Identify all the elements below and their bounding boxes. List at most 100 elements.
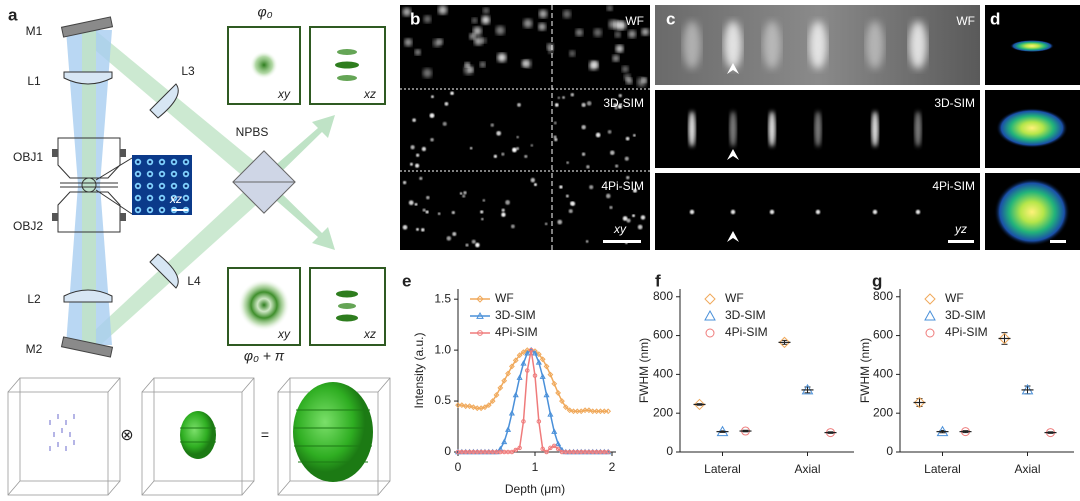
spot — [553, 121, 557, 125]
marker — [521, 419, 526, 424]
psf-label: xz — [363, 87, 376, 101]
spot — [501, 208, 505, 212]
marker — [555, 390, 562, 396]
psf-lobe — [337, 75, 357, 81]
spot — [452, 232, 457, 236]
psf — [250, 51, 278, 79]
spot — [414, 49, 421, 56]
spot — [640, 215, 646, 220]
spot — [610, 150, 615, 156]
y-axis-label: FWHM (nm) — [858, 338, 872, 403]
marker — [474, 405, 481, 412]
psf — [1010, 40, 1054, 52]
spot — [422, 208, 426, 212]
marker — [531, 349, 539, 356]
x-tick-label: Lateral — [704, 462, 741, 476]
spot — [622, 216, 628, 221]
marker — [520, 349, 527, 356]
marker — [540, 446, 545, 452]
spot — [568, 209, 573, 214]
spot — [605, 193, 611, 199]
spot — [480, 61, 486, 68]
spot — [468, 67, 474, 73]
spot — [625, 136, 630, 141]
image — [400, 5, 650, 250]
row-label: 3D-SIM — [934, 96, 975, 110]
component-label: M1 — [26, 24, 43, 38]
marker — [693, 398, 706, 411]
marker — [601, 408, 608, 415]
psf-box — [309, 26, 386, 105]
y-tick-label: 0.5 — [434, 393, 451, 407]
spot — [769, 209, 775, 215]
psf — [994, 178, 1070, 246]
legend-label: WF — [725, 291, 744, 305]
y-tick-label: 800 — [653, 289, 673, 303]
spot — [871, 111, 879, 147]
spot — [724, 21, 742, 69]
spot — [607, 130, 612, 134]
spot — [618, 94, 622, 98]
legend-label: 4Pi-SIM — [725, 325, 768, 339]
marker — [528, 347, 534, 353]
spot — [809, 21, 827, 69]
panel-d: d — [985, 5, 1080, 250]
spot — [480, 210, 484, 214]
spot — [557, 219, 563, 225]
component-label: L3 — [181, 64, 195, 78]
marker — [547, 371, 554, 378]
spot — [637, 224, 643, 230]
y-tick-label: 0 — [444, 444, 451, 458]
spot — [815, 209, 821, 215]
marker — [566, 407, 573, 414]
marker — [562, 404, 569, 411]
marker — [543, 391, 550, 398]
spot — [909, 21, 927, 69]
spot — [530, 144, 534, 147]
x-tick-label: Axial — [794, 462, 820, 476]
psf-lobe — [338, 303, 356, 309]
row-label: WF — [956, 14, 975, 28]
spot — [423, 15, 432, 23]
spot — [425, 210, 429, 214]
psf-lobe — [337, 49, 357, 55]
marker — [493, 392, 500, 398]
spot — [538, 9, 548, 19]
spot — [463, 191, 467, 195]
spot — [496, 130, 502, 136]
x-tick-label: 2 — [609, 460, 616, 474]
arrowhead — [727, 63, 739, 74]
spot — [768, 111, 776, 147]
spot — [442, 121, 447, 126]
y-tick-label: 400 — [653, 367, 673, 381]
spot — [490, 123, 494, 127]
marker — [477, 330, 483, 336]
spot — [624, 73, 631, 81]
marker — [555, 446, 561, 452]
row-label: 4Pi-SIM — [601, 179, 644, 193]
marker — [551, 428, 558, 434]
spot — [450, 91, 454, 96]
marker — [524, 349, 531, 356]
spot — [617, 21, 627, 30]
image-volume-ridge — [294, 409, 372, 463]
spot — [641, 28, 649, 36]
spot — [586, 101, 592, 106]
scale-bar — [1050, 240, 1066, 243]
spot — [495, 25, 505, 35]
lens — [63, 289, 113, 303]
marker — [517, 445, 522, 451]
callout — [95, 189, 133, 215]
spot — [409, 162, 413, 166]
marker — [513, 447, 519, 453]
marker — [544, 449, 549, 455]
spot — [421, 146, 427, 152]
spot — [421, 228, 425, 232]
spot — [416, 227, 419, 231]
marker — [559, 398, 565, 404]
spot — [471, 17, 478, 24]
lens — [149, 83, 179, 119]
marker — [551, 380, 558, 387]
lens — [63, 71, 113, 85]
